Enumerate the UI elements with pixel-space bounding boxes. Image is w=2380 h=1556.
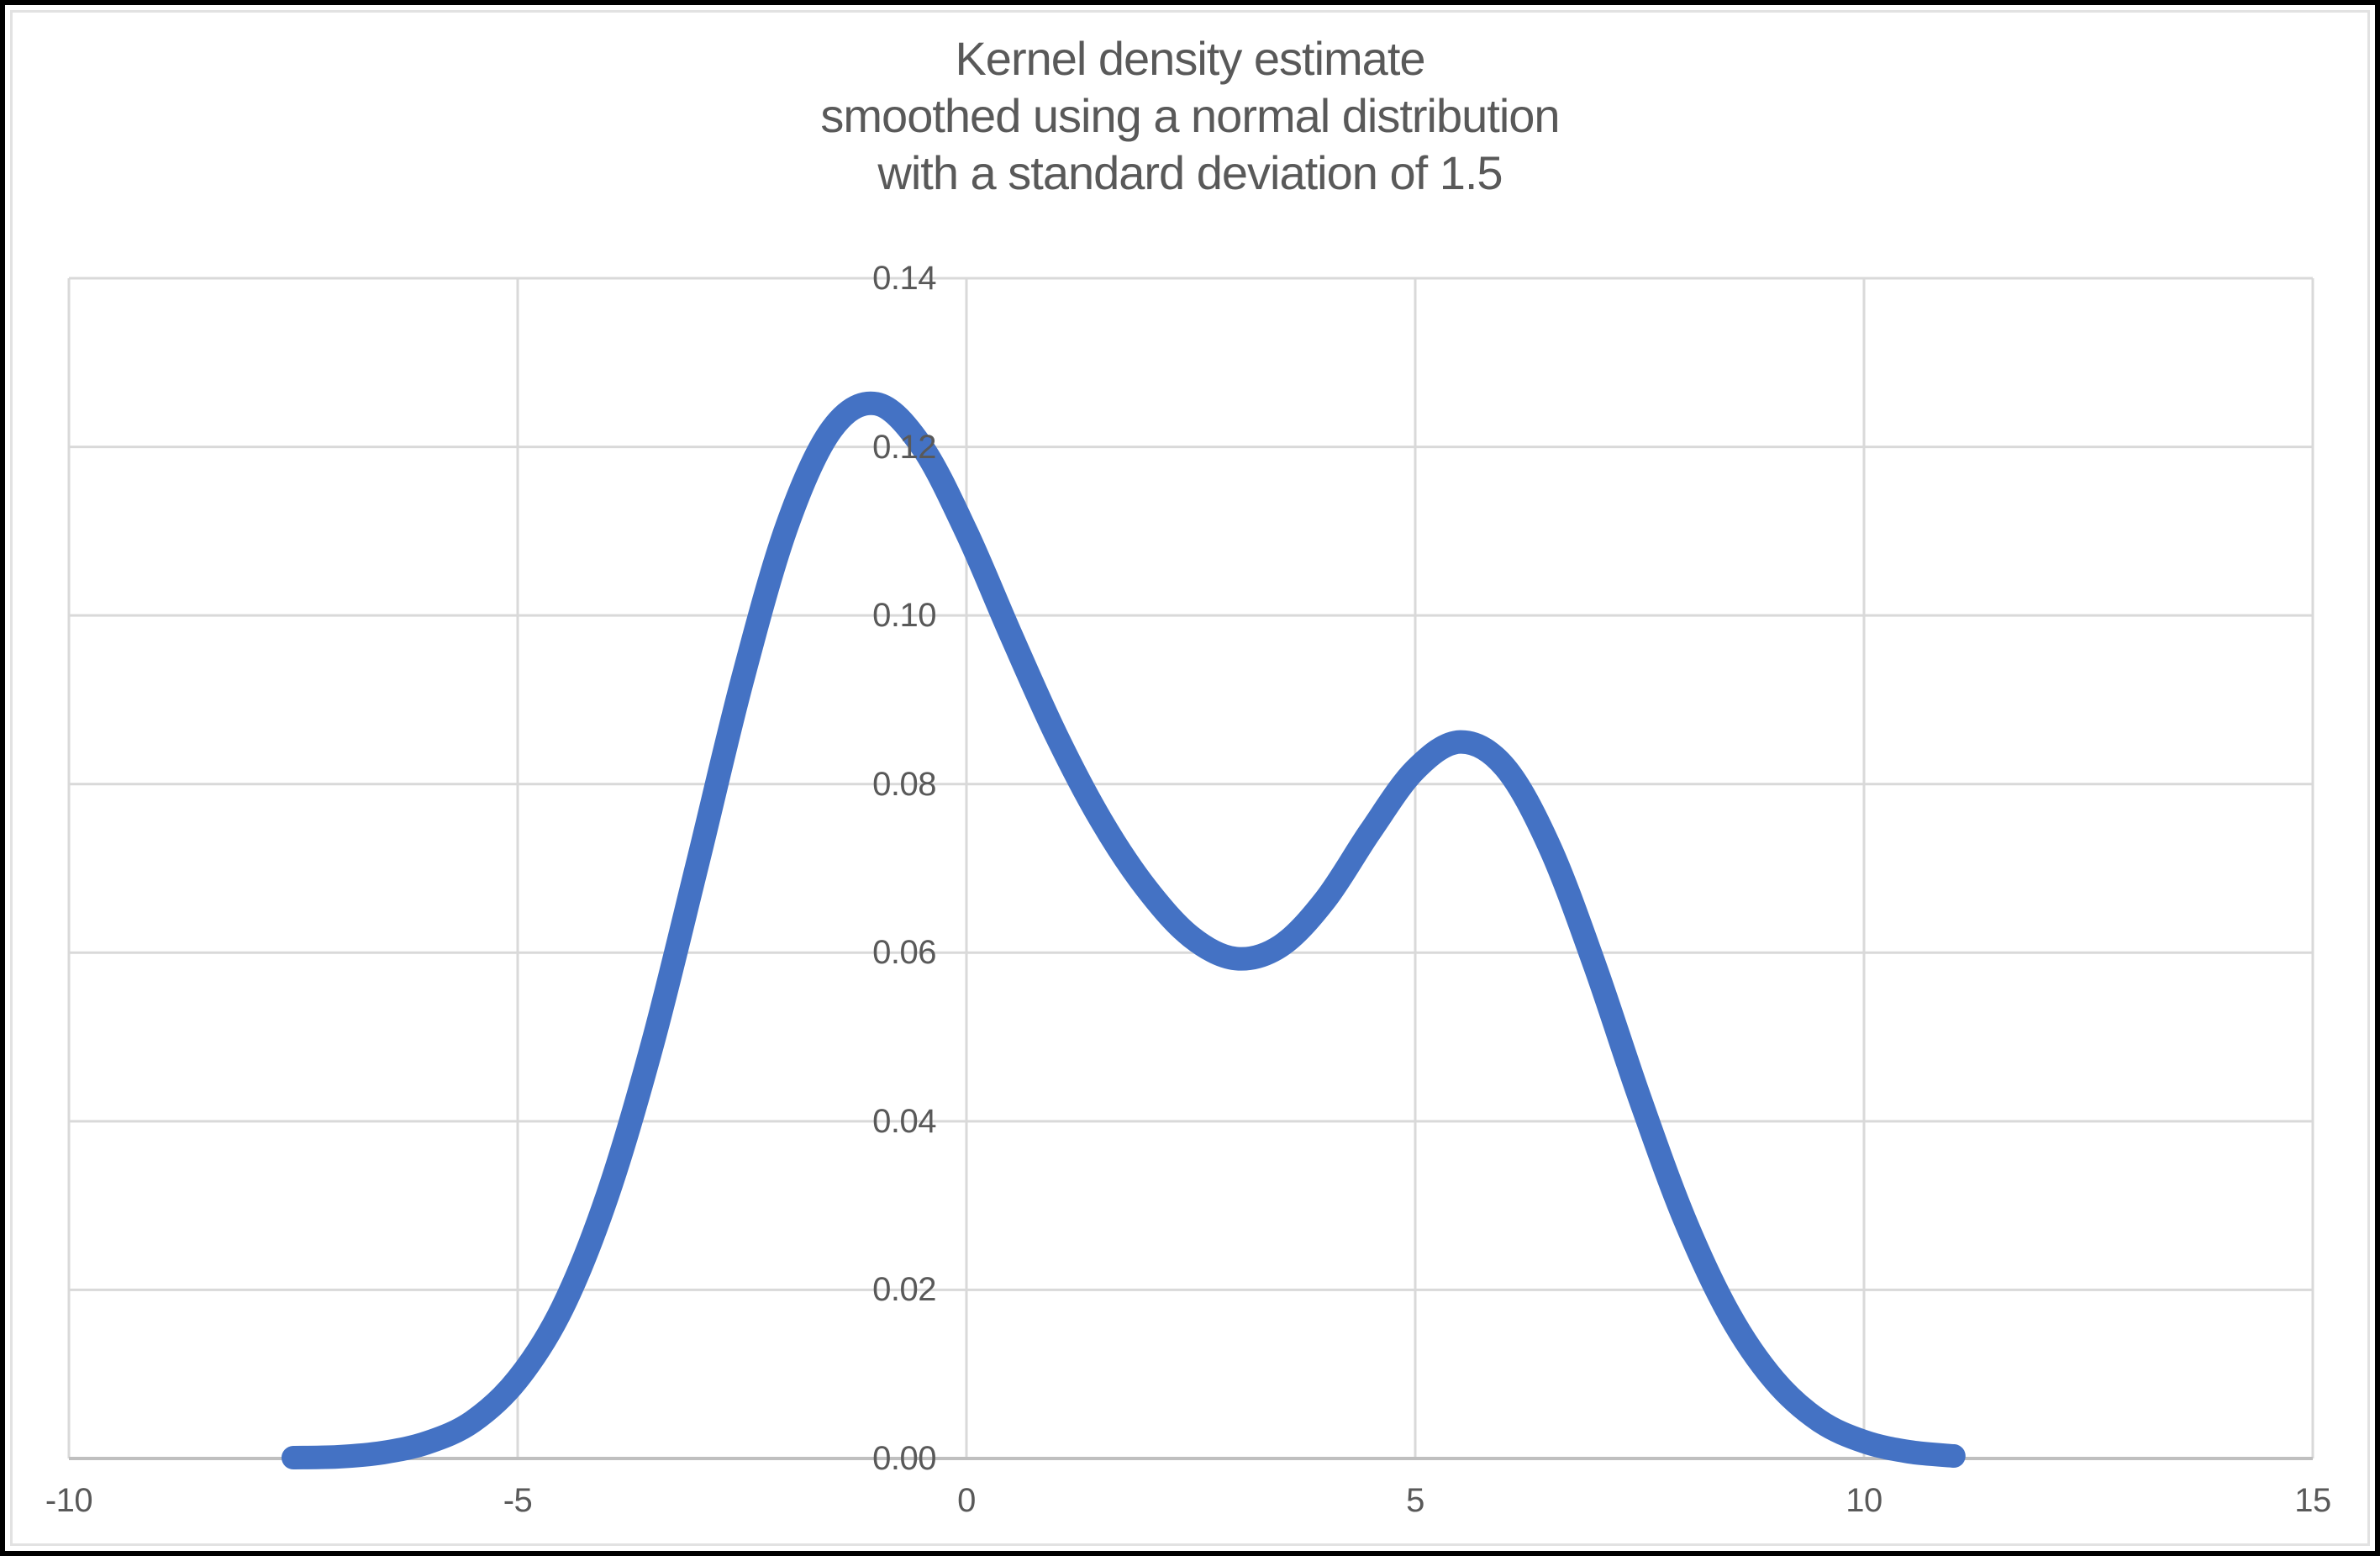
chart-title-line-2: smoothed using a normal distribution (820, 89, 1560, 142)
chart-title-line-1: Kernel density estimate (955, 32, 1425, 85)
kde-curve (282, 391, 1966, 1469)
chart-title-line-3: with a standard deviation of 1.5 (877, 146, 1503, 199)
chart-title: Kernel density estimate smoothed using a… (0, 30, 2380, 202)
